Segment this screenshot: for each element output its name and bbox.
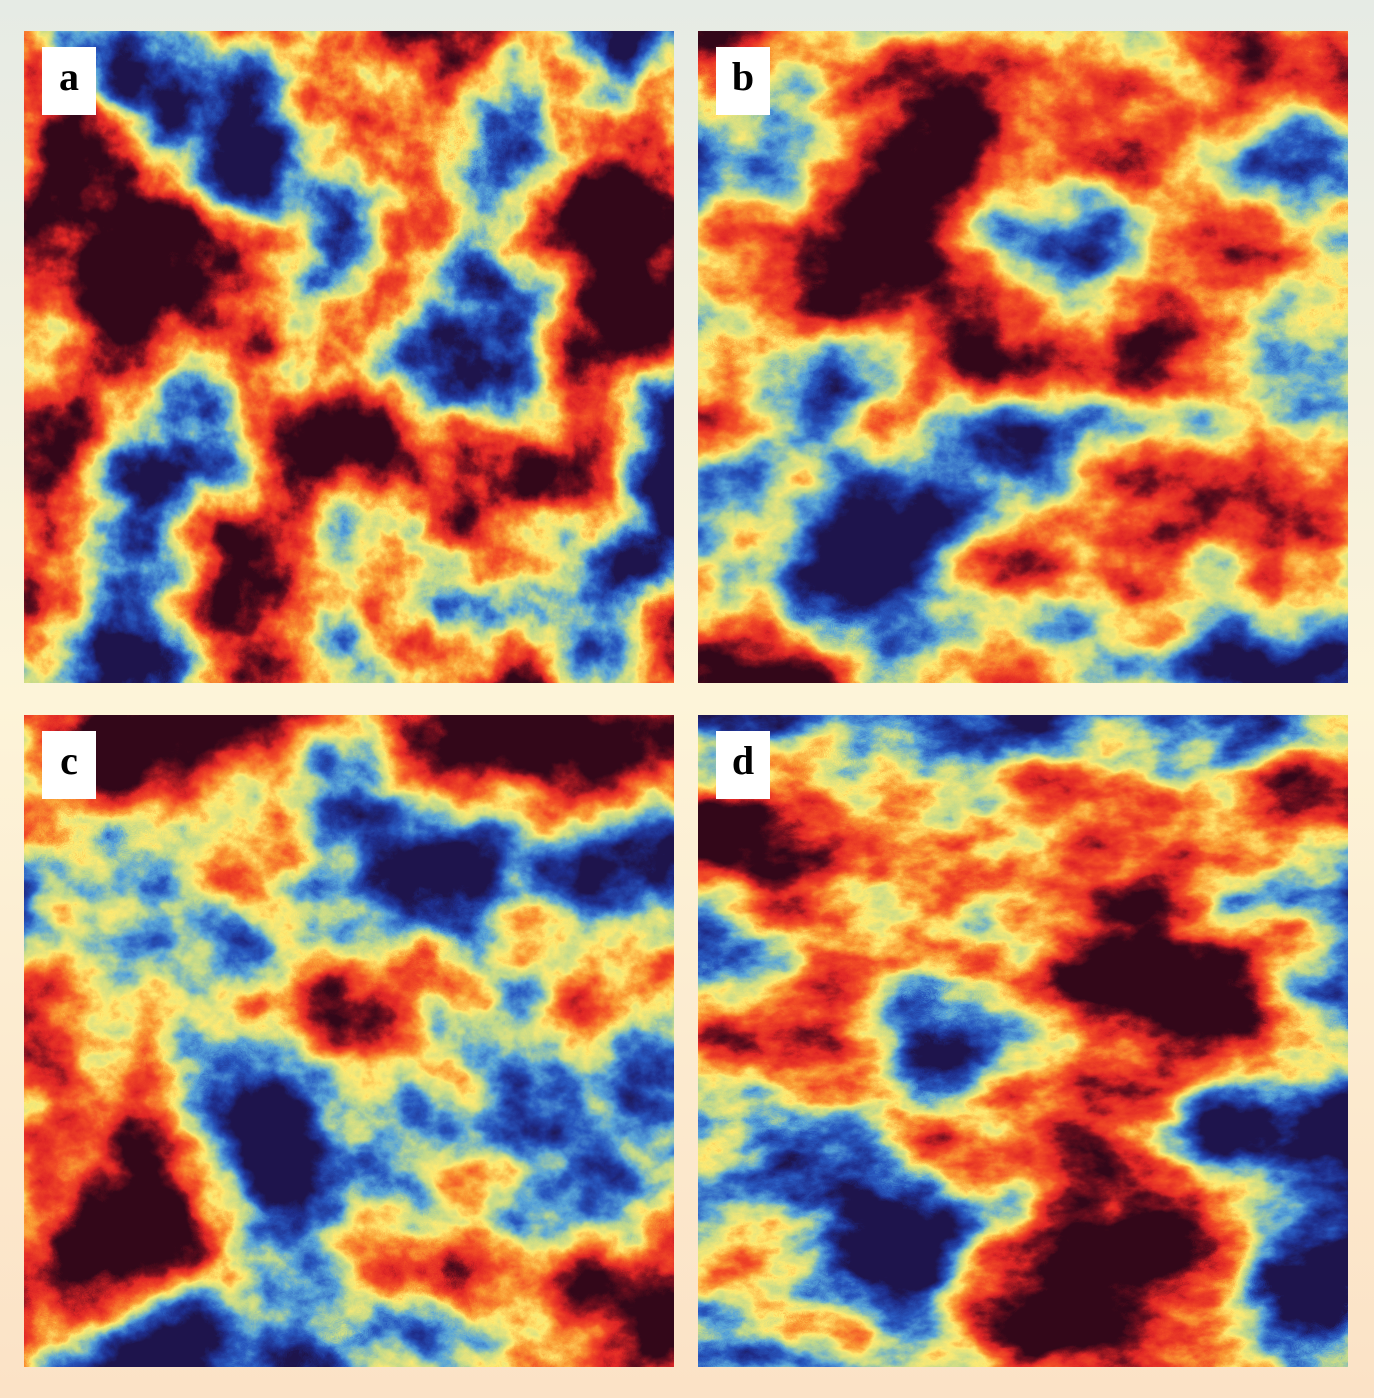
label-box — [716, 47, 770, 115]
heatmap-image — [698, 31, 1348, 683]
label-box — [42, 731, 96, 799]
label-box — [42, 47, 96, 115]
label-box — [716, 731, 770, 799]
panel-label: d — [732, 738, 754, 783]
panel: c — [24, 715, 674, 1367]
heatmap-image — [698, 715, 1348, 1367]
heatmap-image — [24, 31, 674, 683]
panel-label: a — [59, 54, 79, 99]
panel: d — [698, 715, 1348, 1367]
panel-label: c — [60, 738, 78, 783]
heatmap-image — [24, 715, 674, 1367]
panel-label: b — [732, 54, 754, 99]
panel: a — [24, 31, 674, 683]
panel: b — [698, 31, 1348, 683]
